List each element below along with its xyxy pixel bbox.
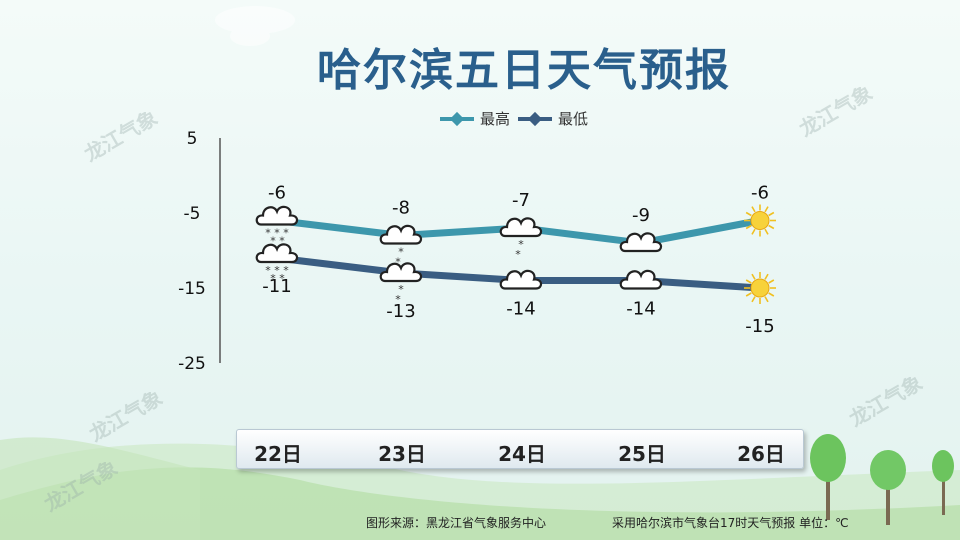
svg-text:*: * xyxy=(279,272,285,285)
y-tick-label: -5 xyxy=(184,204,201,224)
low-value-label: -15 xyxy=(745,316,774,337)
sun-icon xyxy=(744,204,776,237)
cloud-snow-heavy-icon: * * ** * xyxy=(255,205,299,248)
svg-text:*: * xyxy=(283,227,289,240)
y-tick-label: -15 xyxy=(178,279,206,299)
date-label: 25日 xyxy=(618,442,666,466)
date-bar: 22日 23日 24日 25日 26日 xyxy=(236,429,804,469)
date-label: 24日 xyxy=(498,442,546,466)
date-label: 22日 xyxy=(254,442,302,466)
date-label: 26日 xyxy=(737,442,785,466)
y-tick-label: -25 xyxy=(178,354,206,374)
legend-high: 最高 xyxy=(440,108,510,129)
svg-text:*: * xyxy=(518,238,524,251)
hill-front xyxy=(0,467,960,540)
cloud-snow-heavy-icon: * * ** * xyxy=(255,243,299,285)
date-label: 23日 xyxy=(378,442,426,466)
svg-text:*: * xyxy=(274,264,280,277)
legend-high-swatch xyxy=(440,116,474,121)
footer-note: 采用哈尔滨市气象台17时天气预报 单位：℃ xyxy=(612,516,849,530)
svg-text:*: * xyxy=(283,264,289,277)
cloud-icon xyxy=(619,232,663,253)
low-value-label: -11 xyxy=(262,276,291,297)
high-value-label: -6 xyxy=(268,183,286,204)
legend-low-label: 最低 xyxy=(558,110,589,128)
high-value-label: -7 xyxy=(512,190,530,211)
cloud-snow-light-icon: ** xyxy=(379,262,423,306)
svg-text:*: * xyxy=(270,235,276,248)
hill-left xyxy=(0,437,200,540)
legend-low-swatch xyxy=(518,116,553,121)
footer-source: 图形来源：黑龙江省气象服务中心 xyxy=(366,516,547,530)
cloud-icon xyxy=(619,269,663,290)
legend-low: 最低 xyxy=(518,108,588,129)
svg-text:*: * xyxy=(398,246,404,259)
cloud-snow-light-icon: ** xyxy=(379,224,423,269)
svg-text:*: * xyxy=(279,235,285,248)
cloud-snow-light-icon: ** xyxy=(499,217,543,261)
svg-text:*: * xyxy=(265,227,271,240)
low-value-label: -13 xyxy=(386,301,415,322)
svg-text:*: * xyxy=(398,283,404,296)
page-title: 哈尔滨五日天气预报 xyxy=(317,45,731,96)
cloud-decoration xyxy=(215,6,295,46)
svg-text:*: * xyxy=(515,248,521,261)
y-tick-label: 5 xyxy=(187,129,198,149)
svg-text:*: * xyxy=(274,227,280,240)
high-value-label: -8 xyxy=(392,198,410,219)
cloud-icon xyxy=(499,269,543,290)
legend-high-label: 最高 xyxy=(480,110,511,128)
high-value-label: -6 xyxy=(751,183,769,204)
svg-text:*: * xyxy=(270,272,276,285)
low-value-label: -14 xyxy=(506,299,535,320)
high-value-label: -9 xyxy=(632,205,650,226)
low-value-label: -14 xyxy=(626,299,655,320)
svg-text:*: * xyxy=(395,293,401,306)
chart-legend: 最高 最低 xyxy=(440,108,596,129)
svg-text:*: * xyxy=(265,264,271,277)
tree-decoration xyxy=(810,434,954,525)
svg-text:*: * xyxy=(395,256,401,269)
sun-icon xyxy=(744,272,776,304)
